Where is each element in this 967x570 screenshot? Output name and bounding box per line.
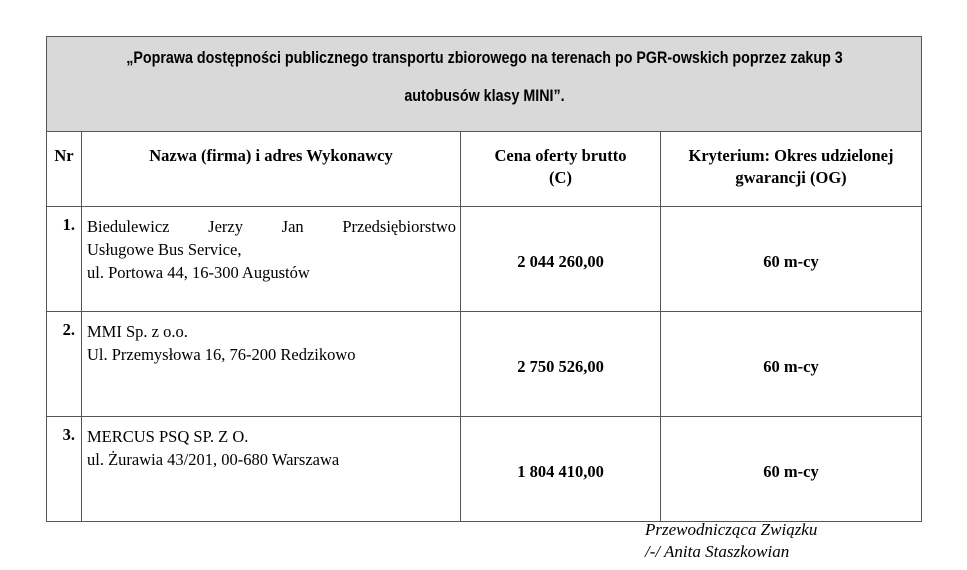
contractor-name: MERCUS PSQ SP. Z O. ul. Żurawia 43/201, … — [81, 416, 461, 522]
header-price: Cena oferty brutto (C) — [460, 131, 661, 207]
contractor-name: MMI Sp. z o.o. Ul. Przemysłowa 16, 76-20… — [81, 311, 461, 417]
warranty-period: 60 m-cy — [659, 416, 923, 522]
header-criterion: Kryterium: Okres udzielonej gwarancji (OG… — [659, 131, 923, 207]
signature-name: /-/ Anita Staszkowian — [645, 542, 790, 561]
offer-price: 2 750 526,00 — [460, 311, 661, 417]
table-row: 3. MERCUS PSQ SP. Z O. ul. Żurawia 43/20… — [46, 416, 923, 522]
signature-role: Przewodnicząca Związku — [645, 520, 818, 539]
table-row: 1. Biedulewicz Jerzy Jan Przedsiębiorstw… — [46, 206, 923, 312]
header-row: Nr Nazwa (firma) i adres Wykonawcy Cena … — [46, 131, 923, 207]
table-title: „Poprawa dostępności publicznego transpo… — [45, 36, 923, 132]
offers-table: „Poprawa dostępności publicznego transpo… — [45, 36, 923, 522]
offer-price: 2 044 260,00 — [460, 206, 661, 312]
warranty-period: 60 m-cy — [659, 311, 923, 417]
header-nr: Nr — [46, 131, 82, 207]
contractor-name: Biedulewicz Jerzy Jan Przedsiębiorstwo U… — [81, 206, 461, 312]
table-row: 2. MMI Sp. z o.o. Ul. Przemysłowa 16, 76… — [46, 311, 923, 417]
header-name: Nazwa (firma) i adres Wykonawcy — [81, 131, 461, 207]
offer-price: 1 804 410,00 — [460, 416, 661, 522]
warranty-period: 60 m-cy — [659, 206, 923, 312]
